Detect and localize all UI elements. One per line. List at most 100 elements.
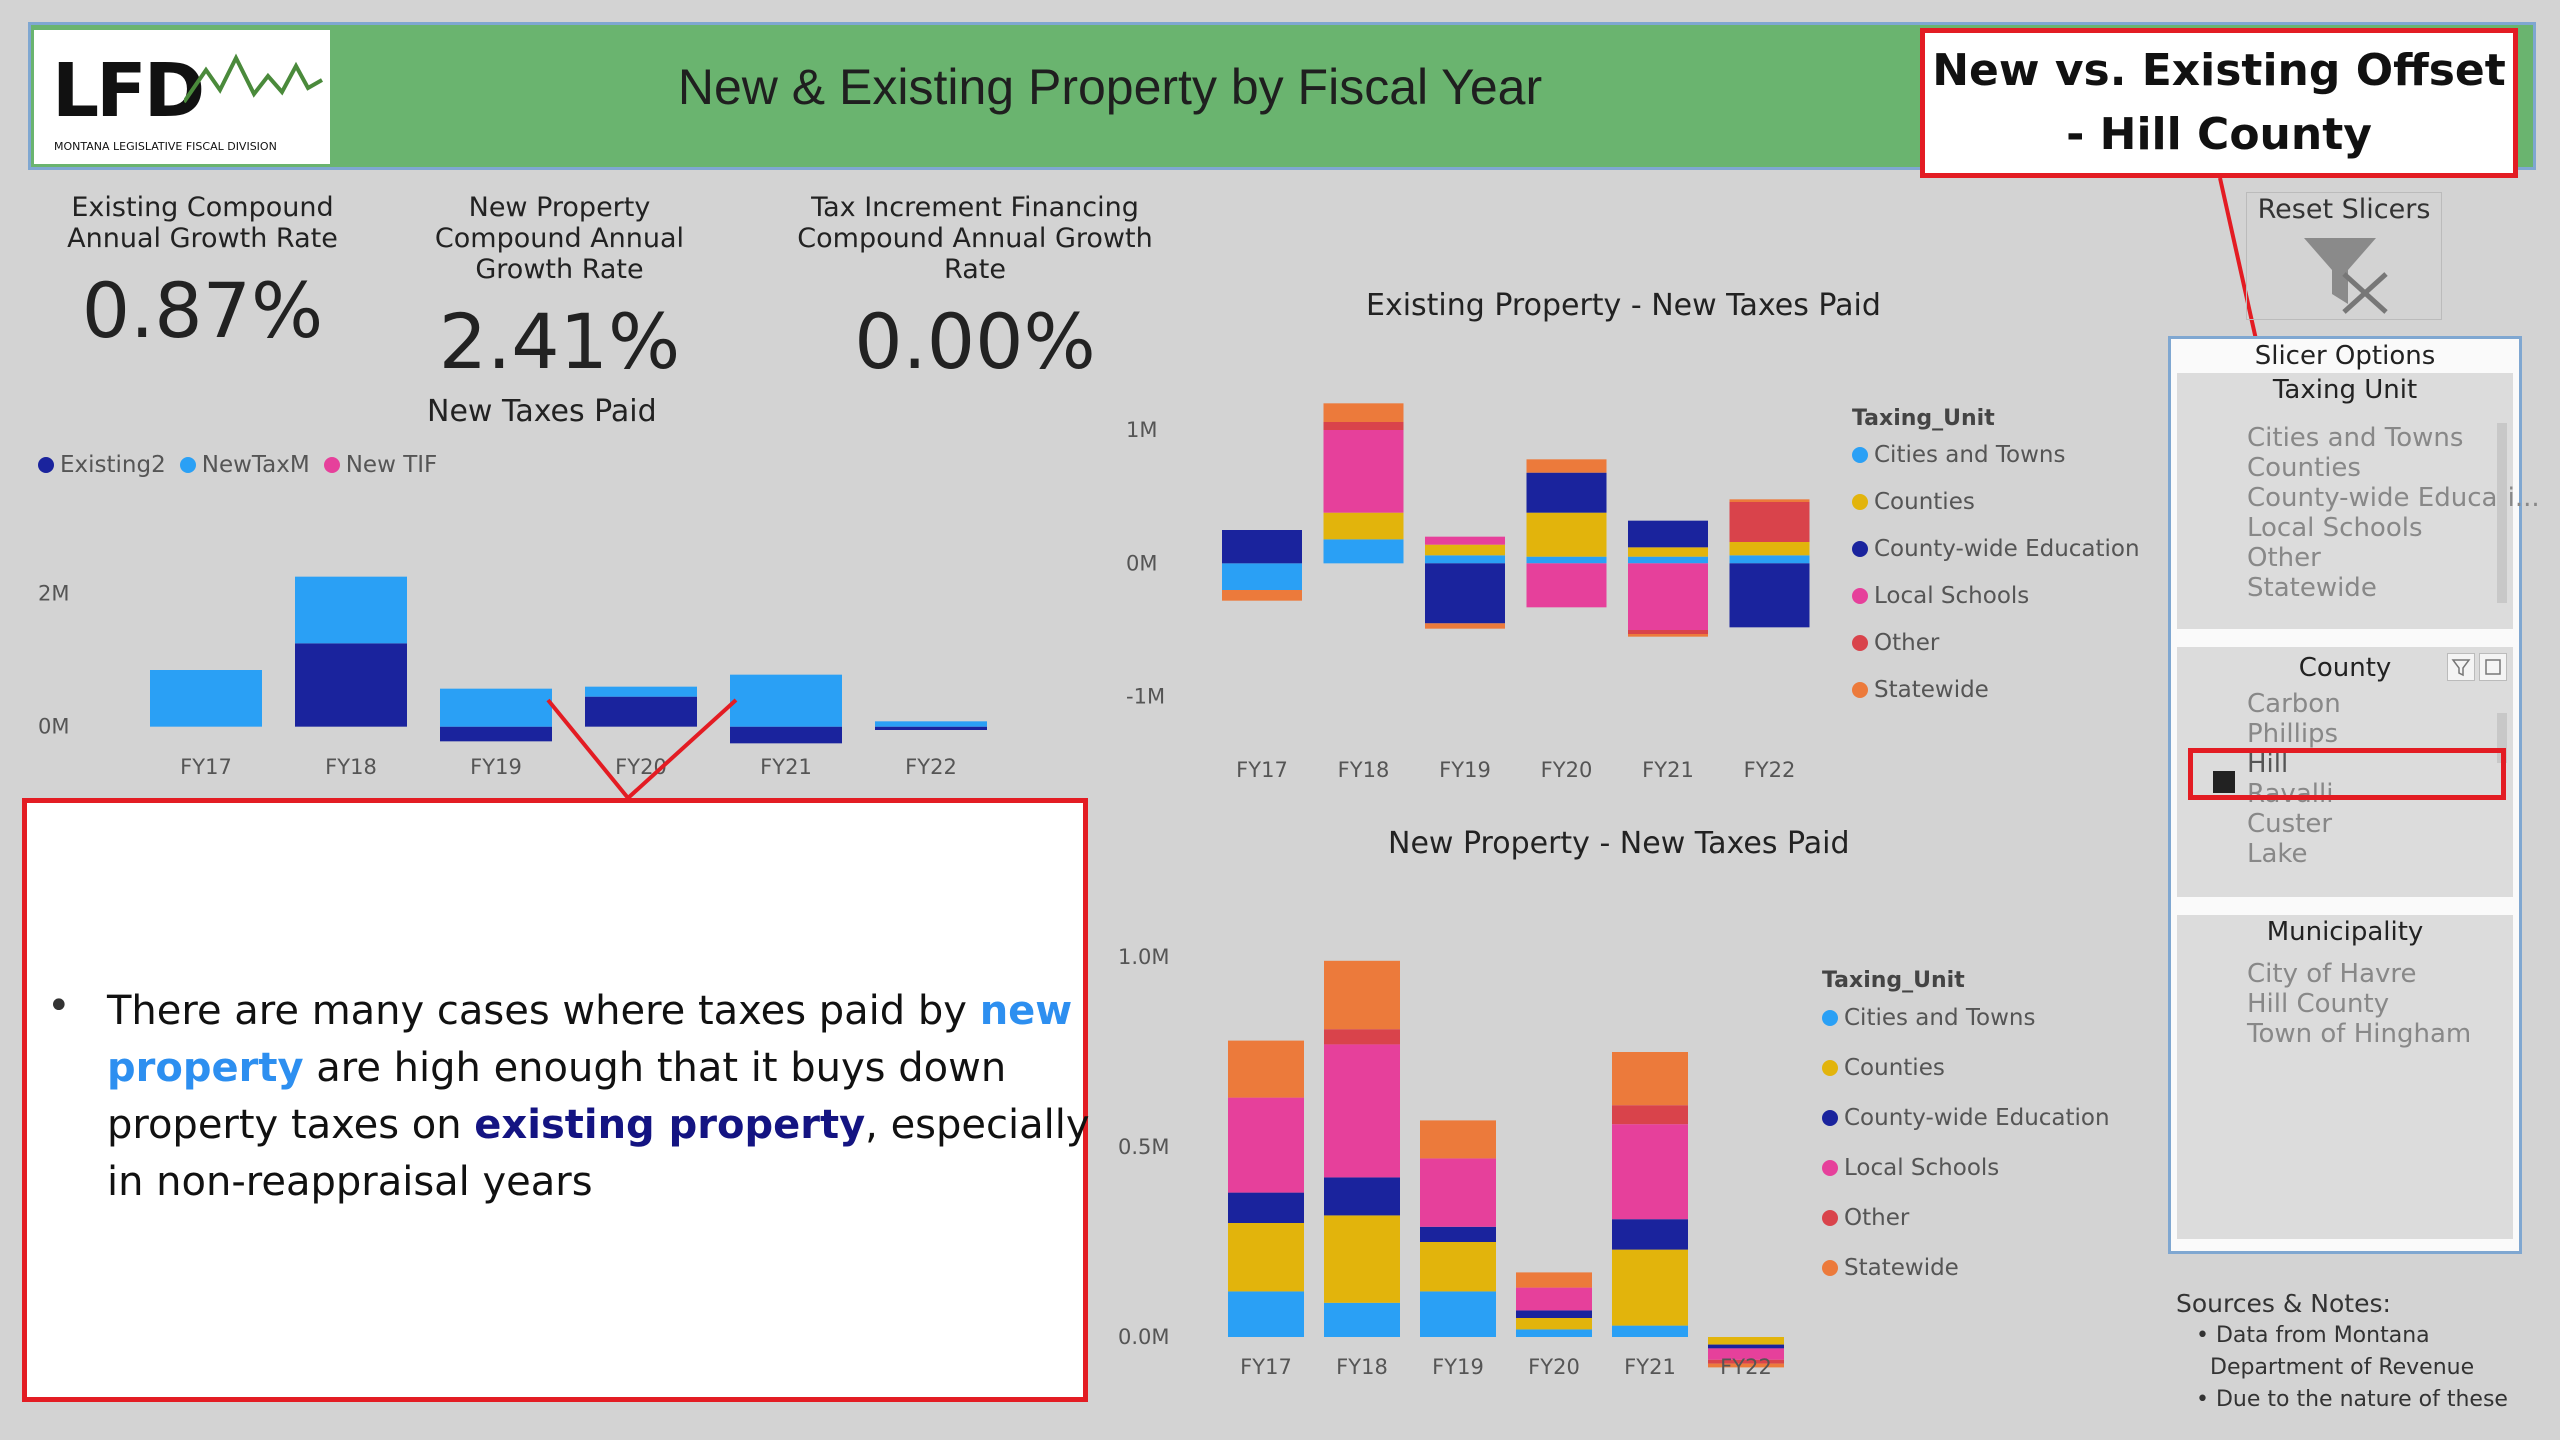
slicer-option[interactable]: Counties bbox=[2247, 453, 2361, 483]
bar-segment[interactable] bbox=[1628, 547, 1708, 557]
bar-segment[interactable] bbox=[730, 726, 842, 744]
bar-segment[interactable] bbox=[440, 726, 552, 742]
legend-item[interactable]: Cities and Towns bbox=[1852, 431, 2140, 478]
legend-item[interactable]: Counties bbox=[1852, 478, 2140, 525]
bar-segment[interactable] bbox=[1425, 544, 1505, 556]
bar-segment[interactable] bbox=[1420, 1226, 1496, 1242]
slicer-option[interactable]: Other bbox=[2247, 543, 2321, 573]
bar-segment[interactable] bbox=[1420, 1158, 1496, 1227]
bar-segment[interactable] bbox=[1526, 563, 1607, 608]
slicer-option[interactable]: Hill County bbox=[2247, 989, 2390, 1019]
bar-segment[interactable] bbox=[1516, 1318, 1592, 1330]
slicer-option[interactable]: Phillips bbox=[2247, 719, 2339, 749]
bar-segment[interactable] bbox=[1526, 472, 1607, 513]
bar-segment[interactable] bbox=[1425, 563, 1505, 624]
bar-segment[interactable] bbox=[1222, 563, 1302, 590]
slicer-option[interactable]: Town of Hingham bbox=[2247, 1019, 2472, 1049]
expand-icon[interactable] bbox=[2479, 653, 2507, 681]
bar-segment[interactable] bbox=[1516, 1329, 1592, 1337]
bar-segment[interactable] bbox=[1729, 502, 1810, 542]
bar-segment[interactable] bbox=[1729, 555, 1810, 564]
bar-segment[interactable] bbox=[1708, 1363, 1784, 1368]
bar-segment[interactable] bbox=[1628, 630, 1708, 634]
bar-segment[interactable] bbox=[1708, 1359, 1784, 1364]
slicer-option[interactable]: City of Havre bbox=[2247, 959, 2417, 989]
bar-segment[interactable] bbox=[1228, 1192, 1304, 1223]
bar-segment[interactable] bbox=[1612, 1219, 1688, 1250]
slicer-option[interactable]: Local Schools bbox=[2247, 513, 2423, 543]
bar-segment[interactable] bbox=[1612, 1124, 1688, 1220]
legend-item[interactable]: Statewide bbox=[1822, 1243, 2110, 1293]
bar-segment[interactable] bbox=[1228, 1040, 1304, 1098]
bar-segment[interactable] bbox=[1628, 556, 1708, 564]
reset-slicers-button[interactable] bbox=[2246, 192, 2442, 320]
bar-segment[interactable] bbox=[295, 643, 407, 727]
bar-segment[interactable] bbox=[1324, 1302, 1400, 1337]
bar-segment[interactable] bbox=[1323, 430, 1404, 513]
bar-segment[interactable] bbox=[875, 726, 987, 730]
bar-segment[interactable] bbox=[585, 696, 697, 727]
legend-item[interactable]: Other bbox=[1822, 1193, 2110, 1243]
bar-segment[interactable] bbox=[1612, 1249, 1688, 1326]
scrollbar[interactable] bbox=[2497, 713, 2507, 763]
bar-segment[interactable] bbox=[1324, 1177, 1400, 1216]
slicer-option[interactable]: Ravalli bbox=[2247, 779, 2334, 809]
bar-segment[interactable] bbox=[1612, 1105, 1688, 1125]
legend-item[interactable]: Existing2 bbox=[38, 452, 166, 478]
bar-segment[interactable] bbox=[1323, 512, 1404, 540]
bar-segment[interactable] bbox=[150, 670, 262, 727]
bar-segment[interactable] bbox=[1628, 520, 1708, 548]
bar-segment[interactable] bbox=[1323, 539, 1404, 564]
legend-item[interactable]: Local Schools bbox=[1852, 572, 2140, 619]
slicer-option-selected[interactable]: Hill bbox=[2247, 749, 2289, 779]
bar-segment[interactable] bbox=[1516, 1272, 1592, 1288]
slicer-option[interactable]: Carbon bbox=[2247, 689, 2341, 719]
bar-segment[interactable] bbox=[1420, 1120, 1496, 1159]
bar-segment[interactable] bbox=[875, 721, 987, 727]
legend-item[interactable]: County-wide Education bbox=[1822, 1093, 2110, 1143]
bar-segment[interactable] bbox=[730, 674, 842, 727]
bar-segment[interactable] bbox=[585, 686, 697, 697]
bar-segment[interactable] bbox=[1324, 1215, 1400, 1303]
bar-segment[interactable] bbox=[1729, 499, 1810, 502]
legend-item[interactable]: Cities and Towns bbox=[1822, 993, 2110, 1043]
bar-segment[interactable] bbox=[1526, 556, 1607, 564]
clear-filter-icon[interactable] bbox=[2300, 234, 2390, 314]
bar-segment[interactable] bbox=[1222, 530, 1302, 564]
bar-segment[interactable] bbox=[1323, 422, 1404, 430]
bar-segment[interactable] bbox=[1612, 1052, 1688, 1106]
bar-segment[interactable] bbox=[1425, 623, 1505, 629]
bar-segment[interactable] bbox=[1516, 1287, 1592, 1311]
slicer-option[interactable]: Lake bbox=[2247, 839, 2308, 869]
scrollbar[interactable] bbox=[2497, 423, 2507, 603]
legend-item[interactable]: Counties bbox=[1822, 1043, 2110, 1093]
selected-checkbox[interactable] bbox=[2213, 771, 2235, 793]
filter-icon[interactable] bbox=[2447, 653, 2475, 681]
bar-segment[interactable] bbox=[1708, 1344, 1784, 1349]
legend-item[interactable]: Statewide bbox=[1852, 666, 2140, 713]
bar-segment[interactable] bbox=[1425, 536, 1505, 545]
legend-item[interactable]: New TIF bbox=[323, 452, 437, 478]
bar-segment[interactable] bbox=[1612, 1325, 1688, 1337]
bar-segment[interactable] bbox=[1228, 1097, 1304, 1193]
bar-segment[interactable] bbox=[1708, 1348, 1784, 1360]
slicer-option[interactable]: Custer bbox=[2247, 809, 2333, 839]
bar-segment[interactable] bbox=[1228, 1291, 1304, 1337]
bar-segment[interactable] bbox=[1228, 1223, 1304, 1292]
legend-item[interactable]: County-wide Education bbox=[1852, 525, 2140, 572]
bar-segment[interactable] bbox=[1628, 634, 1708, 637]
bar-segment[interactable] bbox=[1324, 960, 1400, 1030]
slicer-option[interactable]: Statewide bbox=[2247, 573, 2377, 603]
bar-segment[interactable] bbox=[1420, 1242, 1496, 1292]
bar-segment[interactable] bbox=[1516, 1310, 1592, 1318]
bar-segment[interactable] bbox=[1526, 459, 1607, 473]
legend-item[interactable]: Local Schools bbox=[1822, 1143, 2110, 1193]
bar-segment[interactable] bbox=[1420, 1291, 1496, 1337]
bar-segment[interactable] bbox=[295, 576, 407, 644]
bar-segment[interactable] bbox=[440, 688, 552, 727]
bar-segment[interactable] bbox=[1708, 1337, 1784, 1345]
bar-segment[interactable] bbox=[1425, 555, 1505, 564]
bar-segment[interactable] bbox=[1526, 512, 1607, 557]
bar-segment[interactable] bbox=[1324, 1044, 1400, 1178]
bar-segment[interactable] bbox=[1729, 563, 1810, 628]
